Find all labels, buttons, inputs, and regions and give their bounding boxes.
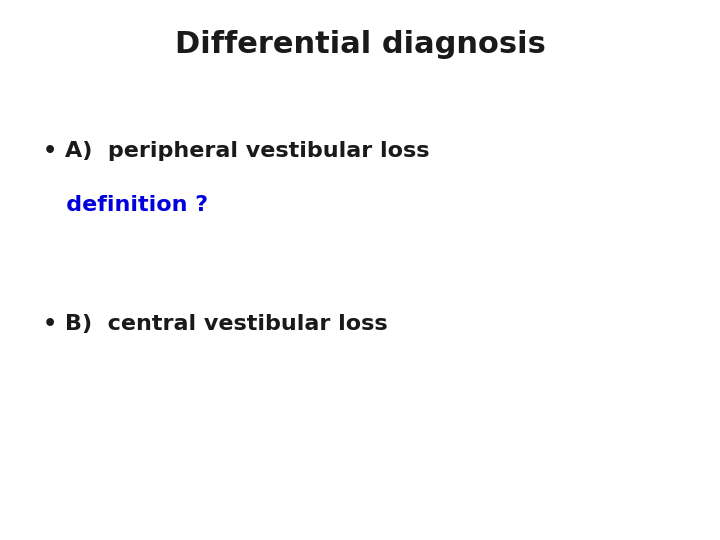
Text: definition ?: definition ? xyxy=(43,195,208,215)
Text: • B)  central vestibular loss: • B) central vestibular loss xyxy=(43,314,388,334)
Text: • A)  peripheral vestibular loss: • A) peripheral vestibular loss xyxy=(43,141,430,161)
Text: Differential diagnosis: Differential diagnosis xyxy=(174,30,546,59)
